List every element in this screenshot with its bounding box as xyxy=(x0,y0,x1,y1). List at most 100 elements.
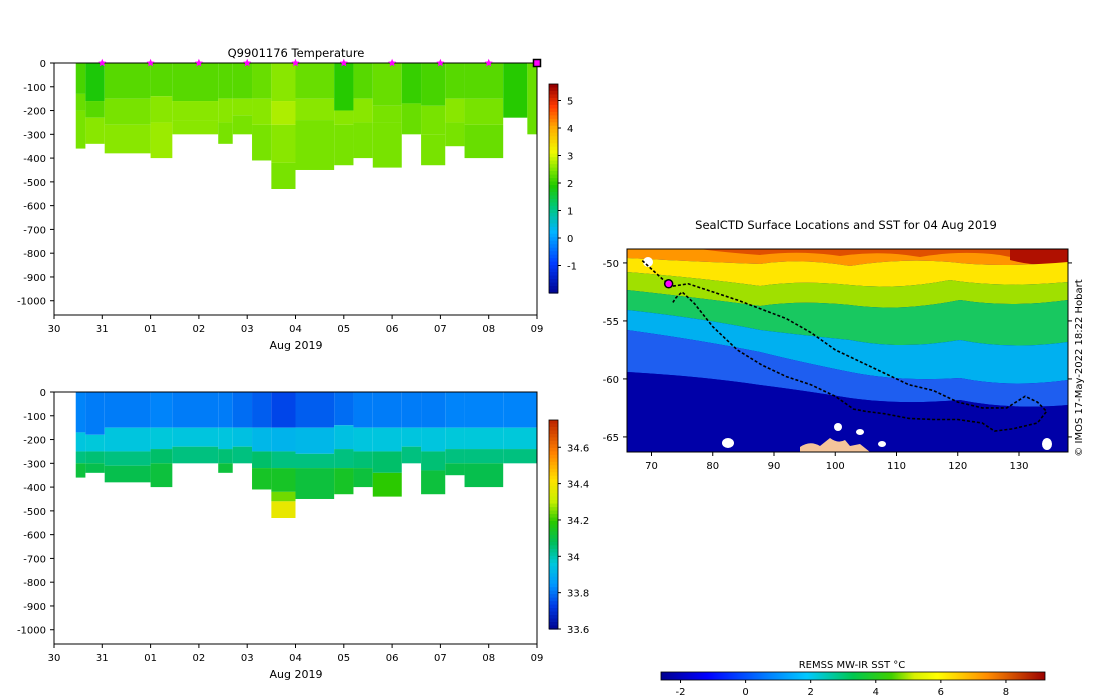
section-cell xyxy=(464,463,504,488)
section-cell xyxy=(150,427,173,450)
colorbar-segment xyxy=(549,282,558,287)
colorbar-segment xyxy=(549,198,558,204)
colorbar-segment xyxy=(549,423,558,428)
map-y-tick-label: -65 xyxy=(603,433,619,444)
section-cell xyxy=(372,392,402,428)
colorbar-segment xyxy=(549,475,558,480)
colorbar-segment xyxy=(549,289,558,294)
section-cell xyxy=(353,468,373,488)
section-cell xyxy=(85,117,105,144)
section-cell xyxy=(372,122,402,168)
section-cell xyxy=(218,427,233,450)
x-tick-label: 07 xyxy=(434,324,447,335)
sst-colorbar-tick-label: 0 xyxy=(742,687,748,698)
salinity-cells xyxy=(75,392,537,518)
profile-star-marker xyxy=(291,58,300,67)
colorbar-segment xyxy=(549,597,558,602)
x-tick-label: 03 xyxy=(241,324,254,335)
y-tick-label: 0 xyxy=(40,59,46,70)
y-tick-label: -400 xyxy=(23,483,46,494)
y-tick-label: -400 xyxy=(23,154,46,165)
section-cell xyxy=(401,63,422,104)
ice-patch xyxy=(834,423,842,431)
section-cell xyxy=(464,392,504,428)
section-cell xyxy=(421,134,446,166)
section-cell xyxy=(372,451,402,473)
y-tick-label: -600 xyxy=(23,531,46,542)
map-x-tick-label: 70 xyxy=(645,461,658,472)
section-cell xyxy=(75,451,86,464)
ice-patch xyxy=(878,441,886,447)
section-cell xyxy=(353,63,373,99)
section-cell xyxy=(334,124,354,166)
map-x-tick-label: 90 xyxy=(768,461,781,472)
section-cell xyxy=(421,470,446,495)
section-cell xyxy=(232,115,253,135)
section-cell xyxy=(252,451,272,469)
colorbar-segment xyxy=(549,136,558,141)
section-cell xyxy=(232,427,253,447)
section-cell xyxy=(75,463,86,478)
colorbar-segment xyxy=(549,188,558,193)
colorbar-segment xyxy=(549,531,558,536)
section-cell xyxy=(503,449,537,464)
sst-band-cold xyxy=(627,372,1068,452)
colorbar-segment xyxy=(549,430,558,435)
section-cell xyxy=(218,449,233,464)
sst-map: SealCTD Surface Locations and SST for 04… xyxy=(603,218,1085,698)
map-y-tick-label: -60 xyxy=(603,375,619,386)
colorbar-tick-label: -1 xyxy=(567,262,577,273)
section-cell xyxy=(104,427,151,452)
colorbar-tick-label: 34.2 xyxy=(567,516,589,527)
sst-colorbar-ticks: -2 0 2 4 6 8 xyxy=(676,680,1009,698)
section-cell xyxy=(372,105,402,123)
colorbar-segment xyxy=(549,559,558,564)
x-tick-label: 07 xyxy=(434,653,447,664)
sst-colorbar-tick-label: 6 xyxy=(938,687,944,698)
profile-star-marker xyxy=(484,58,493,67)
section-cell xyxy=(232,98,253,116)
colorbar-segment xyxy=(549,611,558,616)
section-cell xyxy=(271,124,296,163)
section-cell xyxy=(150,449,173,464)
colorbar-segment xyxy=(549,258,558,263)
section-cell xyxy=(295,392,335,428)
colorbar-segment xyxy=(549,181,558,186)
section-cell xyxy=(104,451,151,466)
section-cell xyxy=(445,427,465,450)
x-tick-label: 02 xyxy=(193,324,206,335)
seal-track-line xyxy=(641,260,1048,432)
section-cell xyxy=(271,162,296,189)
section-cell xyxy=(421,105,446,135)
x-tick-label: 03 xyxy=(241,653,254,664)
y-tick-label: -600 xyxy=(23,202,46,213)
section-cell xyxy=(464,449,504,464)
section-cell xyxy=(464,124,504,159)
profile-markers xyxy=(98,58,542,68)
sst-band-blue xyxy=(627,330,1068,407)
section-cell xyxy=(172,446,219,464)
map-x-tick-label: 80 xyxy=(706,461,719,472)
colorbar-segment xyxy=(549,157,558,162)
colorbar-segment xyxy=(549,275,558,280)
colorbar-segment xyxy=(549,447,558,452)
colorbar-segment xyxy=(549,171,558,176)
profile-star-marker xyxy=(388,58,397,67)
colorbar-segment xyxy=(549,247,558,252)
colorbar-segment xyxy=(549,122,558,127)
x-tick-label: 01 xyxy=(144,653,157,664)
colorbar-segment xyxy=(549,216,558,221)
section-cell xyxy=(445,63,465,99)
colorbar-segment xyxy=(549,205,558,210)
section-cell xyxy=(218,463,233,473)
colorbar-segment xyxy=(549,90,558,96)
x-tick-label: 05 xyxy=(337,324,350,335)
colorbar-segment xyxy=(549,507,558,512)
colorbar-segment xyxy=(549,615,558,620)
colorbar-segment xyxy=(549,139,558,144)
colorbar-segment xyxy=(549,594,558,599)
section-cell xyxy=(85,451,105,464)
section-cell xyxy=(218,98,233,123)
section-cell xyxy=(334,392,354,426)
sst-band-cyan xyxy=(627,310,1068,384)
